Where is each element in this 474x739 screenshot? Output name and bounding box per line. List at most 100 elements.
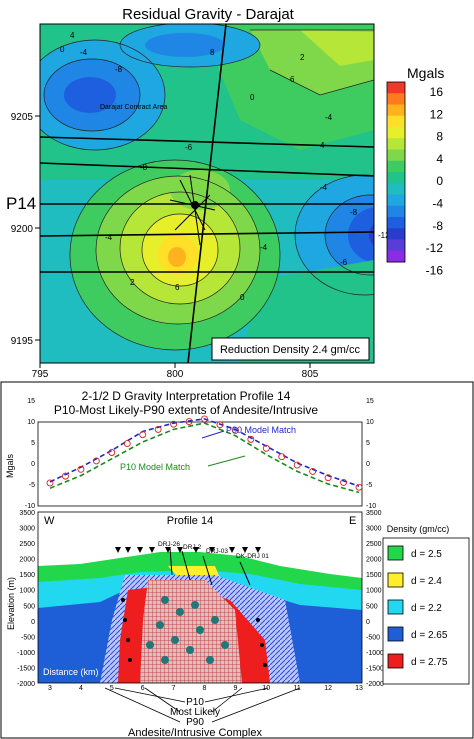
legend-label: d = 2.65 bbox=[411, 630, 448, 641]
p90-label: P90 Model Match bbox=[226, 425, 296, 435]
gravity-map bbox=[40, 24, 374, 363]
well-label: DRJ-26 bbox=[158, 541, 180, 548]
mgal-axis-label: Mgals bbox=[5, 453, 15, 478]
station-triangle bbox=[242, 547, 248, 553]
colorbar-tick-label: -16 bbox=[426, 263, 444, 277]
contour-label: -6 bbox=[185, 143, 193, 152]
observed-point bbox=[309, 467, 317, 475]
observed-point bbox=[201, 415, 208, 423]
boundary-dot bbox=[263, 663, 267, 667]
section-title: Profile 14 bbox=[167, 515, 213, 527]
contour-label: -4 bbox=[80, 48, 88, 57]
observed-point bbox=[216, 421, 224, 429]
intrusive-blob bbox=[186, 646, 194, 654]
intrusive-blob bbox=[206, 656, 214, 664]
contour-label: -6 bbox=[340, 258, 348, 267]
colorbar-swatch bbox=[387, 239, 405, 252]
distance-label: Distance (km) bbox=[43, 667, 99, 677]
colorbar-title: Mgals bbox=[407, 65, 444, 81]
gravity-map-panel: Residual Gravity - Darajat bbox=[6, 6, 445, 380]
elev-tick-label: 2000 bbox=[19, 557, 35, 564]
area-label: Darajat Contract Area bbox=[100, 104, 167, 111]
well-labels: DRJ-26 DRJ 2 DRJ-03 DK-DRJ 01 bbox=[158, 541, 269, 560]
distance-tick-label: 8 bbox=[203, 685, 207, 692]
p90-arrow bbox=[201, 430, 225, 439]
observed-point bbox=[293, 461, 301, 469]
contour-label: 0 bbox=[60, 45, 65, 54]
mgal-tick-label-right: 0 bbox=[366, 461, 370, 468]
colorbar-frame bbox=[386, 81, 406, 263]
colorbar-swatch bbox=[387, 172, 405, 184]
contour-label: 2 bbox=[130, 278, 135, 287]
legend-swatch bbox=[387, 572, 404, 588]
observed-point bbox=[139, 431, 147, 439]
contour-label: 6 bbox=[290, 75, 295, 84]
distance-tick-label: 5 bbox=[110, 685, 114, 692]
observed-point bbox=[247, 435, 255, 443]
profile-label: P14 bbox=[6, 194, 36, 213]
contour-label: 4 bbox=[70, 31, 75, 40]
legend-swatch bbox=[387, 653, 404, 669]
intrusive-blob bbox=[161, 656, 169, 664]
p10-label: P10 Model Match bbox=[120, 462, 190, 472]
observed-point bbox=[61, 472, 69, 480]
colorbar-tick-label: 12 bbox=[430, 107, 444, 121]
colorbar-tick-label: 0 bbox=[436, 174, 443, 188]
east-label: E bbox=[349, 515, 356, 527]
contour-label: 4 bbox=[320, 141, 325, 150]
colorbar-swatch bbox=[387, 104, 405, 117]
x-tick-label: 805 bbox=[302, 369, 319, 380]
contour-label: 6 bbox=[175, 283, 180, 292]
most-likely-label: Most Likely bbox=[170, 707, 220, 718]
boundary-dot bbox=[128, 658, 132, 662]
interpretation-panel: 2-1/2 D Gravity Interpretation Profile 1… bbox=[5, 389, 470, 739]
mgal-tick-label-right: -10 bbox=[366, 503, 376, 510]
mgal-tick-label: 0 bbox=[31, 461, 35, 468]
elev-tick-label: -1000 bbox=[17, 650, 35, 657]
colorbar-swatch bbox=[387, 160, 405, 173]
station-triangle bbox=[209, 547, 215, 553]
intrusive-blob bbox=[176, 608, 184, 616]
contour-label: 8 bbox=[210, 48, 215, 57]
distance-tick-label: 4 bbox=[79, 685, 83, 692]
colorbar-tick-label: -4 bbox=[432, 197, 443, 211]
well-label: DRJ 2 bbox=[183, 544, 201, 551]
elev-tick-label-right: 1000 bbox=[366, 588, 382, 595]
station-triangle bbox=[137, 547, 143, 553]
series-line bbox=[49, 422, 360, 494]
observed-point bbox=[123, 440, 131, 448]
elev-tick-label: 500 bbox=[23, 603, 35, 610]
p10-extent-label: P10 bbox=[186, 697, 204, 708]
surface-stations bbox=[115, 547, 261, 553]
observed-point bbox=[262, 444, 270, 452]
elev-tick-label-right: 2500 bbox=[366, 541, 382, 548]
distance-tick-label: 13 bbox=[355, 685, 363, 692]
distance-tick-label: 3 bbox=[48, 685, 52, 692]
elev-tick-label-right: 2000 bbox=[366, 557, 382, 564]
colorbar-swatch bbox=[387, 93, 405, 105]
elev-tick-label: 3000 bbox=[19, 526, 35, 533]
boundary-dot bbox=[121, 598, 125, 602]
legend-title: Density (gm/cc) bbox=[387, 524, 450, 534]
elev-tick-label-right: -1000 bbox=[366, 650, 384, 657]
well-paths bbox=[169, 547, 251, 586]
map-y-axis: 9205 9200 9195 bbox=[11, 112, 40, 347]
colorbar-swatch bbox=[387, 205, 405, 218]
distance-tick-label: 11 bbox=[294, 685, 301, 692]
elev-tick-label-right: 1500 bbox=[366, 572, 382, 579]
elev-tick-label: -500 bbox=[21, 634, 35, 641]
contour-label: -4 bbox=[260, 243, 268, 252]
mgal-tick-label-right: 15 bbox=[366, 398, 374, 405]
station-triangle bbox=[115, 547, 121, 553]
colorbar-swatch bbox=[387, 183, 405, 195]
intrusive-blob bbox=[211, 616, 219, 624]
colorbar-swatch bbox=[387, 228, 405, 240]
colorbar-tick-label: 8 bbox=[436, 130, 443, 144]
series-line bbox=[49, 418, 360, 487]
contour-label: 0 bbox=[250, 93, 255, 102]
elevation-axis-right: 3500 3000 2500 2000 1500 1000 500 0 -500 -1000 -15… bbox=[366, 510, 384, 688]
intrusive-blob bbox=[156, 621, 164, 629]
contour-lines bbox=[40, 24, 374, 351]
contour-label: -8 bbox=[140, 163, 148, 172]
